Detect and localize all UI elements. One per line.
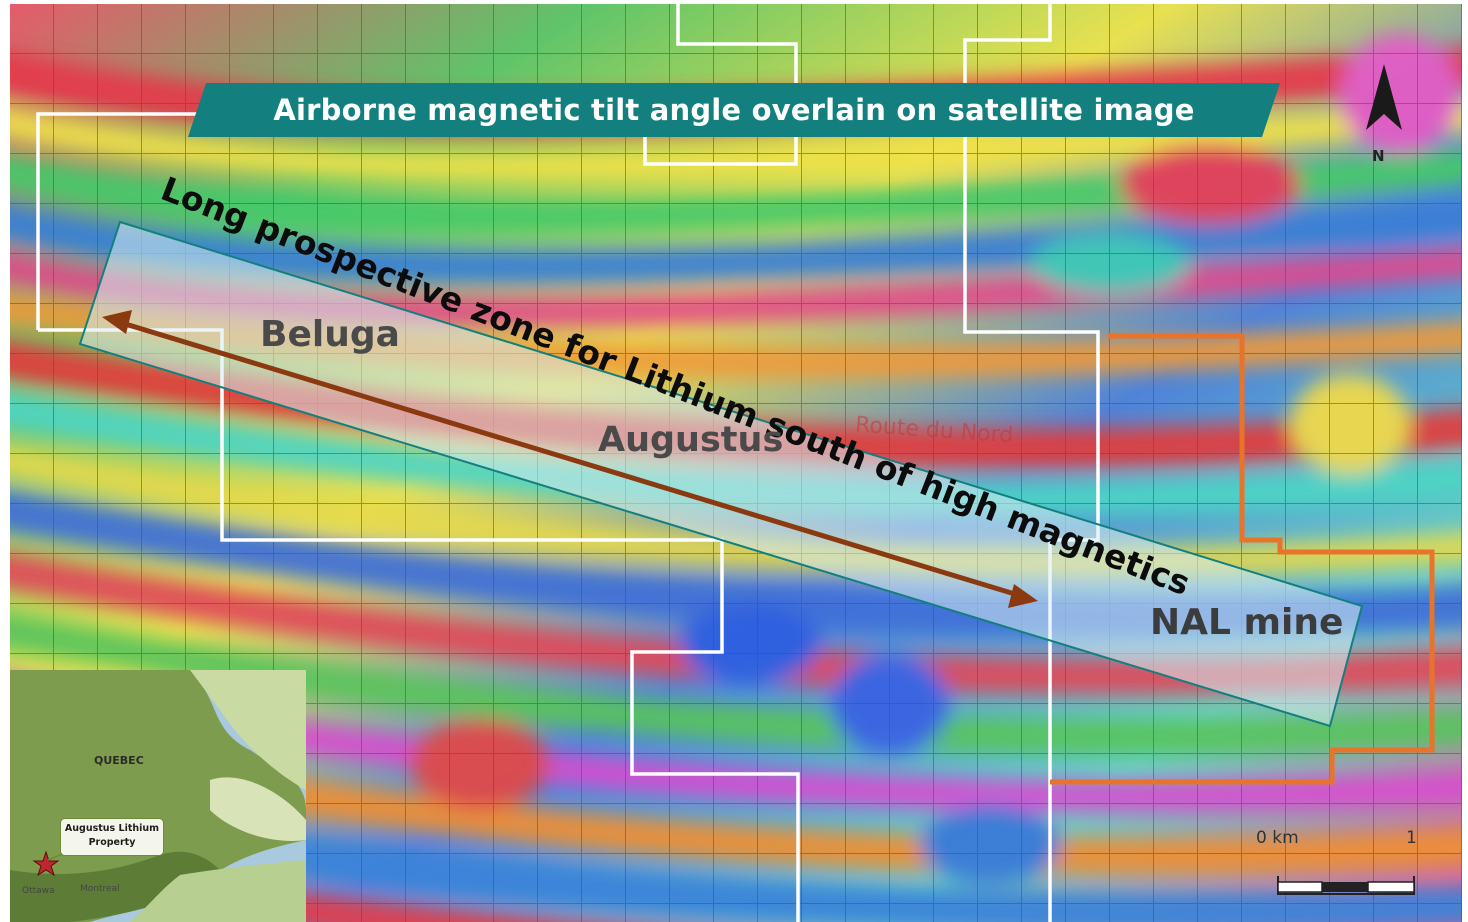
inset-map-graphic	[10, 670, 306, 922]
inset-property-line1: Augustus Lithium	[64, 823, 160, 834]
inset-city-montreal: Montreal	[80, 884, 120, 894]
location-inset-map: QUEBEC Augustus Lithium Property Ottawa …	[10, 670, 306, 922]
inset-province-label: QUEBEC	[94, 754, 144, 767]
map-canvas: Airborne magnetic tilt angle overlain on…	[10, 4, 1462, 922]
nal-property-boundary	[1050, 333, 1435, 785]
scale-end-label: 1	[1406, 828, 1417, 848]
beluga-label: Beluga	[260, 314, 400, 355]
augustus-label: Augustus	[598, 420, 784, 460]
north-arrow-icon	[1366, 64, 1402, 130]
scale-start-label: 0 km	[1256, 828, 1299, 848]
map-title: Airborne magnetic tilt angle overlain on…	[188, 83, 1280, 137]
inset-property-callout: Augustus Lithium Property	[60, 818, 164, 856]
inset-city-ottawa: Ottawa	[22, 886, 55, 896]
scale-bar	[1277, 876, 1415, 895]
trend-arrow	[102, 310, 1038, 608]
prospective-zone-box	[78, 220, 1364, 728]
inset-property-line2: Property	[88, 837, 136, 848]
north-label: N	[1372, 147, 1385, 165]
nal-mine-label: NAL mine	[1150, 602, 1344, 643]
